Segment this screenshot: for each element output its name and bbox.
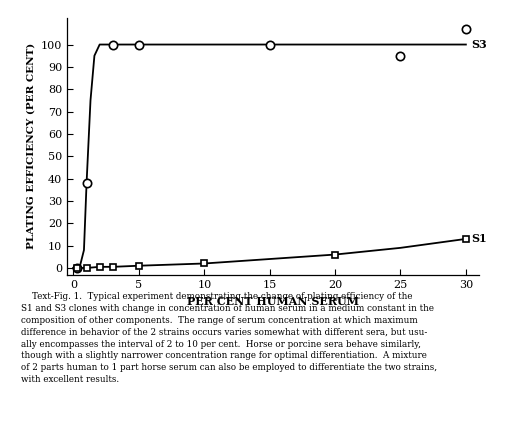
- Y-axis label: PLATING EFFICIENCY (PER CENT): PLATING EFFICIENCY (PER CENT): [26, 43, 35, 249]
- X-axis label: PER CENT HUMAN SERUM: PER CENT HUMAN SERUM: [187, 296, 359, 307]
- Text: S3: S3: [471, 39, 487, 50]
- Text: Text-Fig. 1.  Typical experiment demonstrating the change of plating efficiency : Text-Fig. 1. Typical experiment demonstr…: [21, 292, 437, 384]
- Text: S1: S1: [471, 233, 487, 245]
